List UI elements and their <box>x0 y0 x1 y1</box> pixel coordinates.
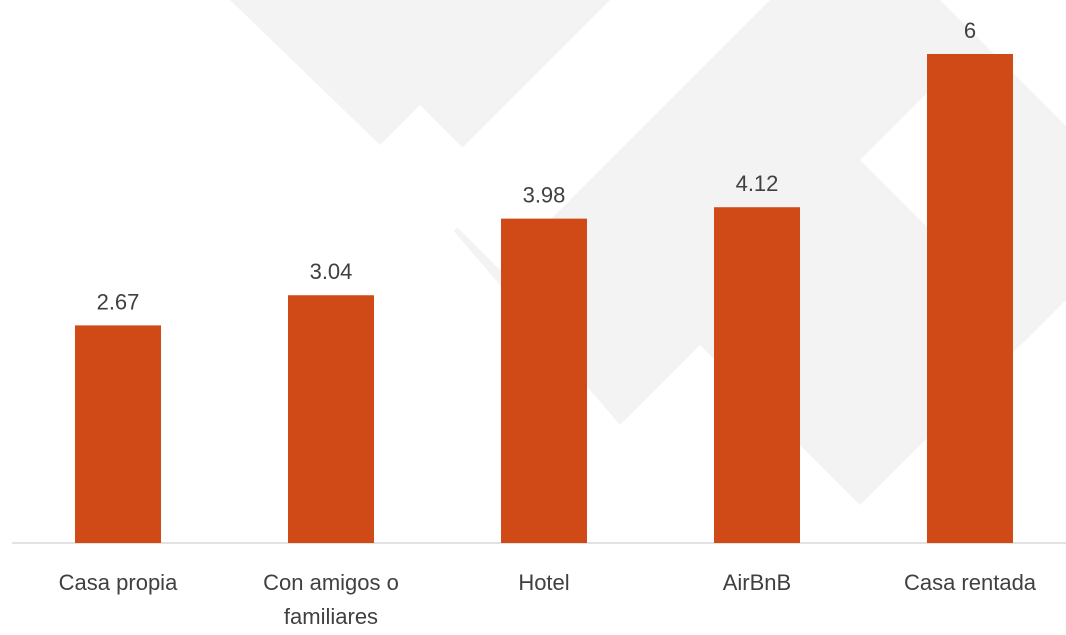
data-label: 3.04 <box>310 259 353 284</box>
x-tick-label: Casa rentada <box>903 570 1037 595</box>
data-label: 2.67 <box>97 289 140 314</box>
bar <box>288 295 374 543</box>
x-tick-label: Hotel <box>518 570 570 595</box>
data-label: 6 <box>964 18 976 43</box>
data-label: 3.98 <box>523 183 566 208</box>
bar <box>501 218 587 543</box>
x-tick-label: Con amigos o familiares <box>263 570 399 629</box>
data-label: 4.12 <box>736 171 779 196</box>
x-tick-label: Casa propia <box>58 570 178 595</box>
x-tick-label: AirBnB <box>722 570 792 595</box>
bar <box>714 207 800 543</box>
bar <box>75 325 161 543</box>
bar <box>927 54 1013 543</box>
